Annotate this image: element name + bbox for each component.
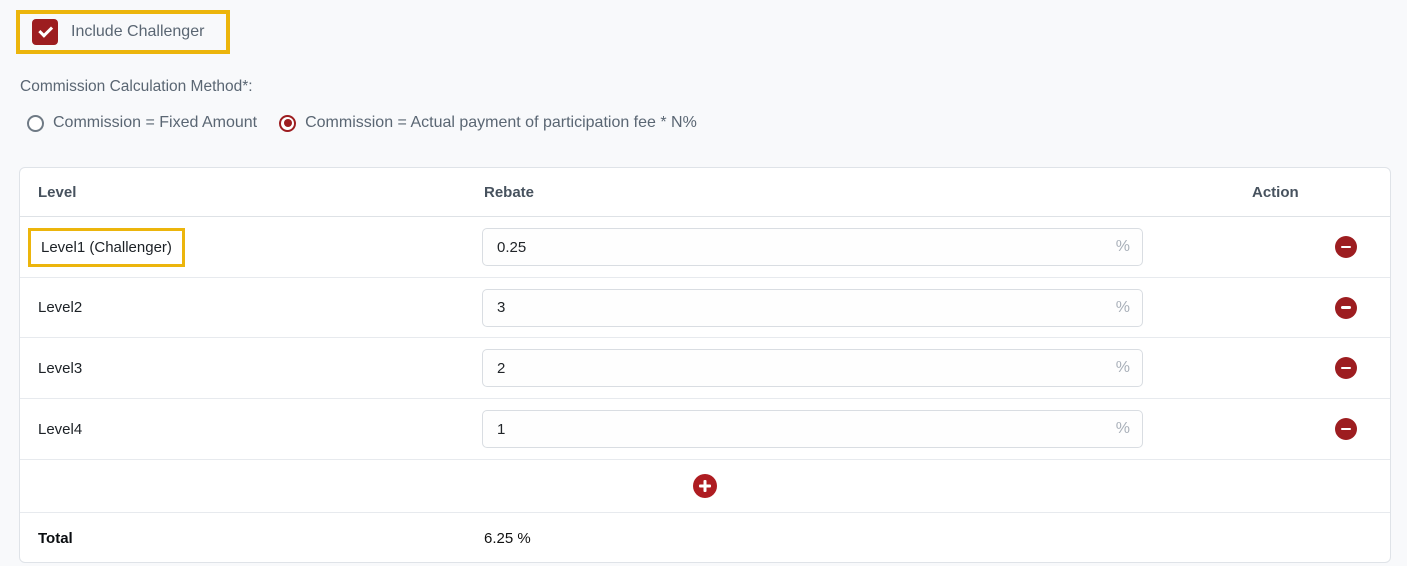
table-row: Level3 % — [20, 338, 1390, 399]
commission-method-options: Commission = Fixed Amount Commission = A… — [27, 114, 697, 132]
rebate-cell: % — [482, 288, 1143, 327]
column-header-action: Action — [1252, 183, 1299, 201]
level-cell: Level4 — [38, 412, 82, 447]
rebate-input[interactable] — [482, 228, 1143, 266]
radio-option-fixed-amount[interactable]: Commission = Fixed Amount — [27, 114, 257, 132]
level-label: Level2 — [38, 299, 83, 316]
level-cell: Level2 — [38, 290, 82, 325]
level-label: Level3 — [38, 359, 83, 377]
minus-circle-icon[interactable] — [1335, 236, 1357, 258]
table-row: Level2 % — [20, 278, 1390, 338]
column-header-rebate: Rebate — [484, 183, 535, 201]
total-label: Total — [38, 530, 73, 547]
level-cell: Level3 — [38, 351, 82, 386]
rebate-input[interactable] — [482, 349, 1143, 387]
check-icon — [38, 22, 54, 38]
include-challenger-highlight: Include Challenger — [16, 10, 231, 54]
level-label: Level1 (Challenger) — [28, 227, 185, 267]
rebate-table: Level Rebate Action Level1 (Challenger) … — [19, 167, 1391, 563]
total-row: Total 6.25 % — [20, 513, 1390, 564]
table-row: Level1 (Challenger) % — [20, 217, 1390, 278]
minus-circle-icon[interactable] — [1335, 418, 1357, 440]
minus-circle-icon[interactable] — [1335, 296, 1357, 319]
minus-circle-icon[interactable] — [1335, 357, 1357, 379]
commission-method-label: Commission Calculation Method*: — [20, 78, 253, 95]
level-cell: Level1 (Challenger) — [28, 227, 185, 267]
radio-option-actual-payment[interactable]: Commission = Actual payment of participa… — [279, 114, 697, 132]
include-challenger-label: Include Challenger — [71, 23, 205, 40]
rebate-cell: % — [482, 349, 1143, 387]
plus-circle-icon[interactable] — [693, 474, 717, 498]
radio-option-label: Commission = Fixed Amount — [53, 114, 258, 131]
table-row: Level4 % — [20, 399, 1390, 460]
radio-icon[interactable] — [279, 114, 297, 132]
rebate-input[interactable] — [482, 288, 1143, 327]
radio-icon[interactable] — [27, 114, 44, 132]
include-challenger-checkbox[interactable] — [32, 19, 58, 45]
add-row-row — [20, 460, 1390, 513]
level-label: Level4 — [38, 420, 83, 438]
rebate-input[interactable] — [482, 410, 1143, 448]
total-value: 6.25 % — [484, 530, 531, 547]
column-header-level: Level — [38, 183, 77, 201]
radio-option-label: Commission = Actual payment of participa… — [305, 114, 697, 131]
rebate-cell: % — [482, 228, 1143, 266]
rebate-cell: % — [482, 410, 1143, 448]
table-header-row: Level Rebate Action — [20, 168, 1390, 217]
